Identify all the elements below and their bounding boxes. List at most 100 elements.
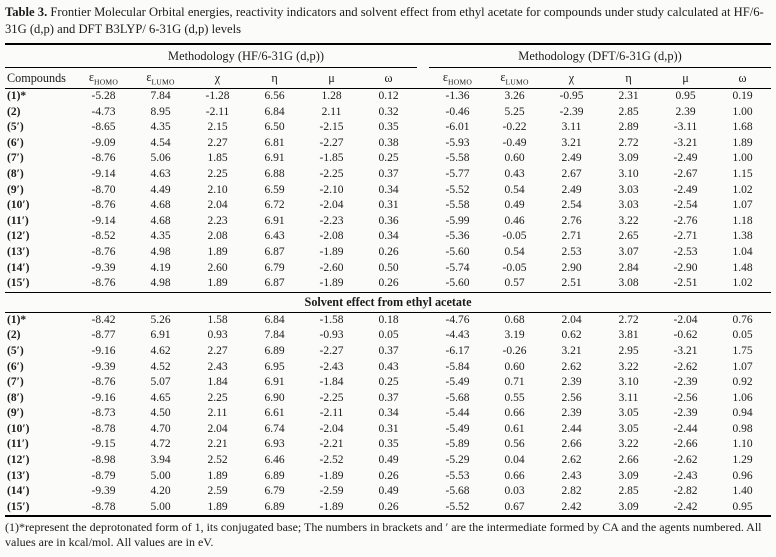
value-cell: 2.51 <box>561 277 582 290</box>
value-cell: 1.75 <box>732 344 753 357</box>
value-cell: 4.35 <box>150 230 171 243</box>
compound-label: (5′) <box>7 344 24 357</box>
value-cell: -1.89 <box>319 500 344 513</box>
value-cell: 0.37 <box>378 167 399 180</box>
value-cell: -5.44 <box>445 407 470 420</box>
group-gap <box>417 391 429 407</box>
value-cell: 2.66 <box>618 454 639 467</box>
value-cell: -5.99 <box>445 214 470 227</box>
value-cell: -2.39 <box>673 407 698 420</box>
table-row: (10′) -8.78 4.70 2.04 6.74 -2.04 0.31 -5.49 0.61… <box>5 422 771 438</box>
value-cell: -0.62 <box>673 329 698 342</box>
compound-label: (11′) <box>7 214 29 227</box>
value-cell: 6.91 <box>264 376 285 389</box>
value-cell: 3.09 <box>618 469 639 482</box>
value-cell: 1.02 <box>732 277 753 290</box>
metric-symbol: η <box>625 70 632 85</box>
value-cell: 3.22 <box>618 438 639 451</box>
group-gap <box>417 198 429 214</box>
value-cell: 0.54 <box>504 245 525 258</box>
value-cell: -9.14 <box>91 214 116 227</box>
value-cell: 2.39 <box>561 407 582 420</box>
table-row: (2) -8.77 6.91 0.93 7.84 -0.93 0.05 -4.43 3.19 0.… <box>5 328 771 344</box>
value-cell: 6.84 <box>264 105 285 118</box>
group-gap <box>417 437 429 453</box>
metric-symbol: χ <box>214 70 221 85</box>
value-cell: 3.19 <box>504 329 525 342</box>
value-cell: 2.53 <box>561 245 582 258</box>
value-cell: 2.44 <box>561 422 582 435</box>
metric-symbol: ω <box>738 70 747 85</box>
value-cell: 2.56 <box>561 391 582 404</box>
value-cell: 2.08 <box>207 230 228 243</box>
compound-label: (7′) <box>7 376 24 389</box>
metric-symbol: ε <box>500 69 506 84</box>
value-cell: -5.53 <box>445 469 470 482</box>
value-cell: 4.20 <box>150 485 171 498</box>
value-cell: 1.04 <box>732 245 753 258</box>
value-cell: -2.43 <box>673 469 698 482</box>
value-cell: 0.36 <box>378 214 399 227</box>
value-cell: -8.70 <box>91 183 116 196</box>
compound-label: (15′) <box>7 277 30 290</box>
metric-symbol: ω <box>384 70 393 85</box>
gas-phase-section: (1)* -5.28 7.84 -1.28 6.56 1.28 0.12 -1.36 3.26 -… <box>5 89 771 293</box>
value-cell: 0.46 <box>504 214 525 227</box>
value-cell: 0.34 <box>378 230 399 243</box>
group-header-dft: Methodology (DFT/6-31G (d,p)) <box>429 44 772 68</box>
value-cell: -2.56 <box>673 391 698 404</box>
value-cell: -2.54 <box>673 199 698 212</box>
solvent-section-divider: Solvent effect from ethyl acetate <box>5 291 772 313</box>
value-cell: -5.68 <box>445 485 470 498</box>
value-cell: 0.18 <box>378 313 399 326</box>
value-cell: -8.78 <box>91 422 116 435</box>
group-header-hf: Methodology (HF/6-31G (d,p)) <box>75 44 417 68</box>
column-header-hf-mu: μ <box>303 67 360 89</box>
value-cell: -2.60 <box>319 261 344 274</box>
value-cell: -6.01 <box>445 121 470 134</box>
table-row: (8′) -9.16 4.65 2.25 6.90 -2.25 0.37 -5.68 0.55 2… <box>5 391 771 407</box>
value-cell: -2.04 <box>319 422 344 435</box>
value-cell: 0.38 <box>378 136 399 149</box>
table-row: (9′) -8.73 4.50 2.11 6.61 -2.11 0.34 -5.44 0.66 2… <box>5 406 771 422</box>
value-cell: 1.02 <box>732 183 753 196</box>
value-cell: 0.35 <box>378 438 399 451</box>
value-cell: 0.56 <box>504 438 525 451</box>
value-cell: -5.58 <box>445 199 470 212</box>
column-header-hf-omega: ω <box>360 67 417 89</box>
value-cell: -4.76 <box>445 313 470 326</box>
value-cell: 0.04 <box>504 454 525 467</box>
metric-symbol: η <box>271 70 278 85</box>
value-cell: 0.57 <box>504 277 525 290</box>
value-cell: 4.52 <box>150 360 171 373</box>
value-cell: -5.58 <box>445 152 470 165</box>
value-cell: 2.66 <box>561 438 582 451</box>
value-cell: 2.25 <box>207 391 228 404</box>
value-cell: -4.43 <box>445 329 470 342</box>
value-cell: 0.60 <box>504 152 525 165</box>
value-cell: -5.36 <box>445 230 470 243</box>
value-cell: 5.00 <box>150 469 171 482</box>
value-cell: -9.39 <box>91 485 116 498</box>
value-cell: 4.68 <box>150 199 171 212</box>
table-row: (14′) -9.39 4.20 2.59 6.79 -2.59 0.49 -5.68 0.03… <box>5 484 771 500</box>
value-cell: 0.34 <box>378 407 399 420</box>
value-cell: 3.26 <box>504 90 525 102</box>
compound-label: (5′) <box>7 121 24 134</box>
value-cell: 0.66 <box>504 407 525 420</box>
value-cell: 2.85 <box>618 485 639 498</box>
value-cell: 0.25 <box>378 376 399 389</box>
value-cell: 0.12 <box>378 90 399 102</box>
table-row: (2) -4.73 8.95 -2.11 6.84 2.11 0.32 -0.46 5.25 -2… <box>5 105 771 121</box>
table-row: (12′) -8.52 4.35 2.08 6.43 -2.08 0.34 -5.36 -0.0… <box>5 229 771 245</box>
value-cell: 4.65 <box>150 391 171 404</box>
table-row: (11′) -9.15 4.72 2.21 6.93 -2.21 0.35 -5.89 0.56… <box>5 437 771 453</box>
value-cell: -8.73 <box>91 407 116 420</box>
value-cell: -5.49 <box>445 376 470 389</box>
value-cell: -0.26 <box>502 344 527 357</box>
value-cell: -5.60 <box>445 245 470 258</box>
value-cell: 2.72 <box>618 136 639 149</box>
value-cell: 0.50 <box>378 261 399 274</box>
compound-label: (12′) <box>7 230 30 243</box>
table-row: (14′) -9.39 4.19 2.60 6.79 -2.60 0.50 -5.74 -0.0… <box>5 261 771 277</box>
